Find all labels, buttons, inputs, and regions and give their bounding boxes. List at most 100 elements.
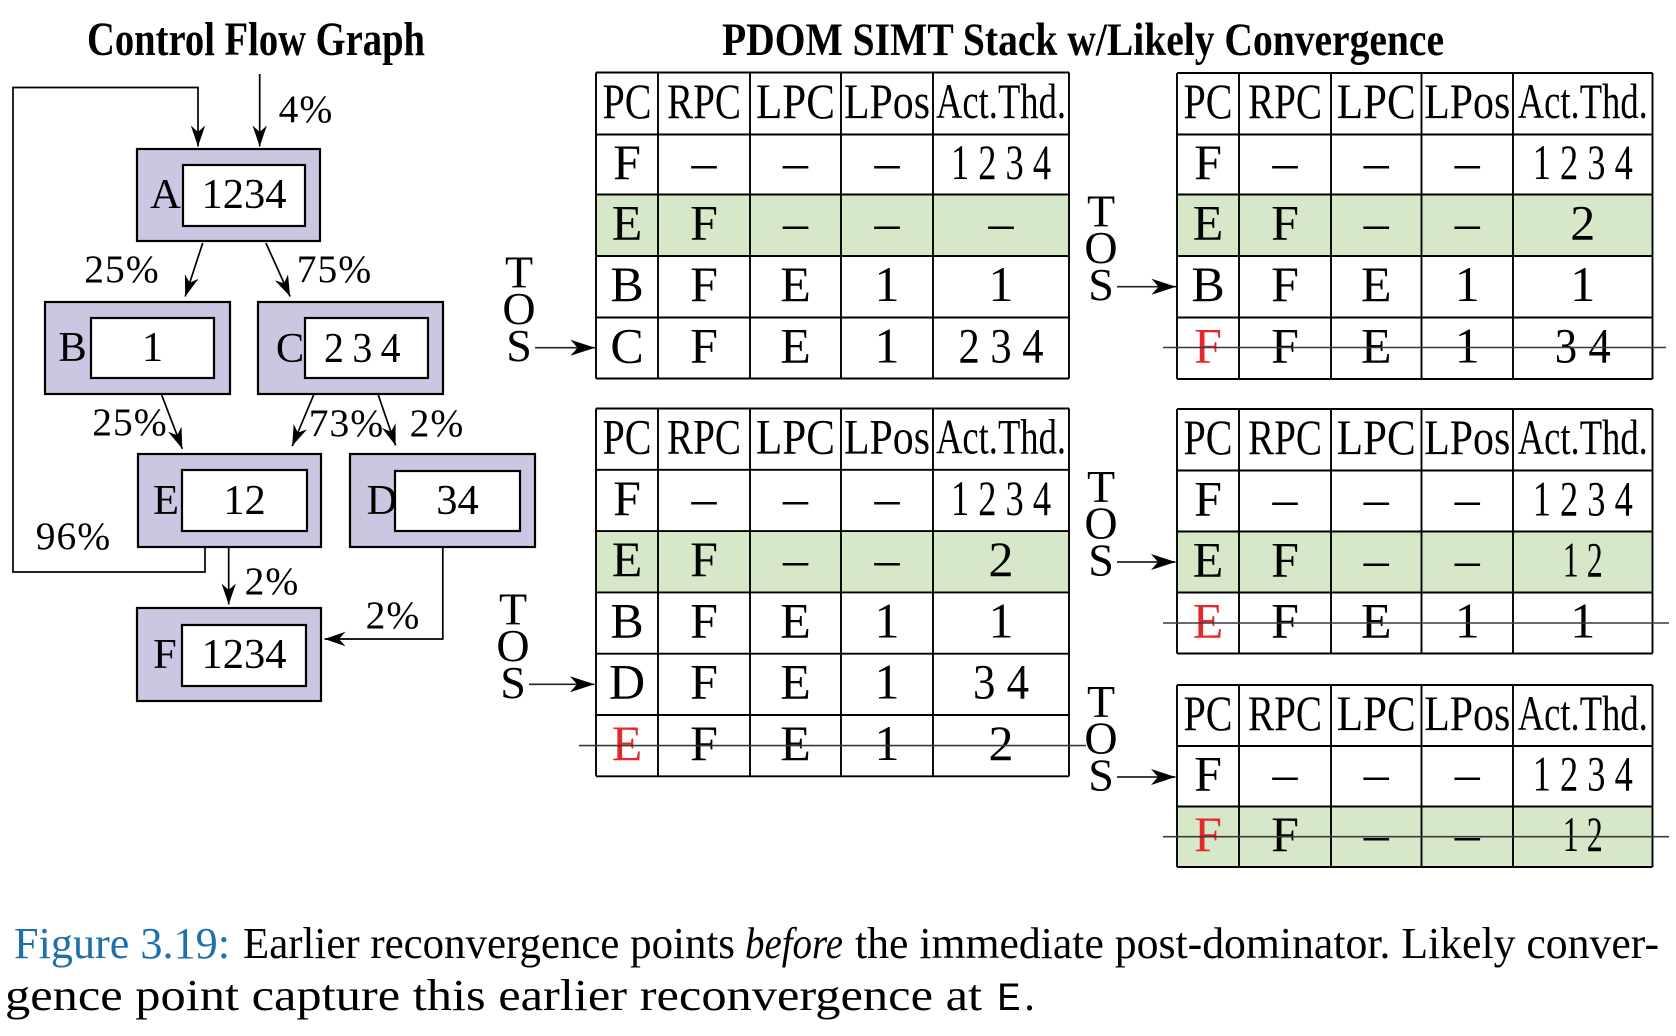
svg-text:S: S <box>1088 750 1114 801</box>
svg-text:LPos: LPos <box>1424 73 1510 129</box>
svg-text:PC: PC <box>1184 409 1233 465</box>
svg-text:before: before <box>745 919 843 968</box>
svg-text:2: 2 <box>989 715 1014 771</box>
svg-text:T: T <box>1087 676 1115 727</box>
svg-text:Act.Thd.: Act.Thd. <box>1518 73 1648 129</box>
svg-text:S: S <box>1088 259 1114 310</box>
svg-text:1: 1 <box>875 592 900 648</box>
svg-text:F: F <box>1271 806 1299 862</box>
svg-text:–: – <box>874 134 901 190</box>
svg-text:–: – <box>874 531 901 587</box>
svg-text:PC: PC <box>603 73 652 129</box>
svg-text:–: – <box>988 195 1015 251</box>
svg-text:LPC: LPC <box>756 408 835 464</box>
svg-text:1: 1 <box>989 256 1014 312</box>
svg-text:F: F <box>690 654 718 710</box>
svg-text:T: T <box>1087 461 1115 512</box>
svg-text:2%: 2% <box>410 401 465 445</box>
svg-text:O: O <box>1084 713 1117 764</box>
svg-text:RPC: RPC <box>667 408 741 464</box>
svg-text:LPC: LPC <box>1337 73 1416 129</box>
svg-text:–: – <box>1272 134 1299 190</box>
svg-text:Act.Thd.: Act.Thd. <box>936 408 1066 464</box>
svg-text:–: – <box>1272 746 1299 802</box>
svg-text:–: – <box>1363 470 1390 526</box>
svg-text:96%: 96% <box>36 514 111 558</box>
svg-text:1 2 3 4: 1 2 3 4 <box>951 134 1051 190</box>
svg-text:3 4: 3 4 <box>1555 318 1611 374</box>
svg-text:E: E <box>780 715 811 771</box>
svg-text:–: – <box>1272 470 1299 526</box>
svg-text:–: – <box>1454 531 1481 587</box>
svg-text:RPC: RPC <box>667 73 741 129</box>
svg-text:E: E <box>1361 592 1392 648</box>
svg-text:–: – <box>1363 806 1390 862</box>
svg-text:Act.Thd.: Act.Thd. <box>1518 409 1648 465</box>
svg-text:O: O <box>496 620 529 671</box>
svg-text:B: B <box>610 592 643 648</box>
svg-text:1 2: 1 2 <box>1563 806 1603 862</box>
svg-text:F: F <box>690 317 718 373</box>
svg-text:E: E <box>1193 195 1224 251</box>
svg-text:O: O <box>502 283 535 334</box>
svg-text:E: E <box>780 256 811 312</box>
svg-text:F: F <box>613 134 641 190</box>
svg-text:E: E <box>1193 592 1224 648</box>
svg-text:PDOM SIMT Stack w/Likely Conve: PDOM SIMT Stack w/Likely Convergence <box>722 14 1444 66</box>
svg-text:2: 2 <box>1570 195 1595 251</box>
svg-text:Act.Thd.: Act.Thd. <box>936 73 1066 129</box>
svg-text:1: 1 <box>989 592 1014 648</box>
svg-text:1234: 1234 <box>202 631 287 678</box>
svg-text:1: 1 <box>1570 256 1595 312</box>
svg-text:F: F <box>690 592 718 648</box>
svg-text:1 2 3 4: 1 2 3 4 <box>1533 134 1633 190</box>
svg-text:PC: PC <box>1184 685 1233 741</box>
svg-text:.: . <box>1024 971 1035 1020</box>
svg-text:E: E <box>780 592 811 648</box>
svg-text:F: F <box>1271 318 1299 374</box>
svg-text:E: E <box>997 978 1021 1023</box>
svg-text:12: 12 <box>223 477 266 524</box>
svg-text:PC: PC <box>1184 73 1233 129</box>
svg-text:2%: 2% <box>245 559 300 603</box>
svg-text:–: – <box>782 195 809 251</box>
svg-text:LPC: LPC <box>756 73 835 129</box>
svg-text:B: B <box>610 256 643 312</box>
svg-text:F: F <box>1271 195 1299 251</box>
svg-text:–: – <box>1454 470 1481 526</box>
svg-text:E: E <box>1361 318 1392 374</box>
svg-text:1 2: 1 2 <box>1563 531 1603 587</box>
svg-text:S: S <box>500 657 526 708</box>
svg-text:–: – <box>1363 531 1390 587</box>
svg-text:E: E <box>612 715 643 771</box>
svg-text:2 3 4: 2 3 4 <box>959 317 1044 373</box>
svg-text:Control Flow Graph: Control Flow Graph <box>87 13 425 66</box>
svg-text:F: F <box>613 470 641 526</box>
svg-text:S: S <box>506 320 532 371</box>
svg-text:–: – <box>782 134 809 190</box>
svg-text:–: – <box>691 134 718 190</box>
svg-text:3 4: 3 4 <box>973 654 1029 710</box>
svg-text:1234: 1234 <box>202 171 287 218</box>
svg-text:T: T <box>1087 186 1115 237</box>
svg-text:1: 1 <box>875 654 900 710</box>
svg-text:–: – <box>1363 195 1390 251</box>
svg-text:–: – <box>1454 806 1481 862</box>
svg-text:E: E <box>1193 531 1224 587</box>
svg-text:F: F <box>1194 746 1222 802</box>
svg-text:1: 1 <box>142 324 163 371</box>
svg-text:234: 234 <box>324 325 409 372</box>
svg-text:F: F <box>153 631 177 678</box>
svg-text:LPC: LPC <box>1337 409 1416 465</box>
svg-text:1 2 3 4: 1 2 3 4 <box>1533 470 1633 526</box>
svg-text:E: E <box>612 531 643 587</box>
svg-text:B: B <box>58 324 86 371</box>
svg-text:2%: 2% <box>366 593 421 637</box>
svg-text:1: 1 <box>1455 592 1480 648</box>
svg-text:RPC: RPC <box>1248 685 1322 741</box>
svg-text:T: T <box>499 583 527 634</box>
svg-text:–: – <box>691 470 718 526</box>
svg-text:25%: 25% <box>92 400 167 444</box>
svg-text:Act.Thd.: Act.Thd. <box>1518 685 1648 741</box>
svg-text:–: – <box>1454 195 1481 251</box>
